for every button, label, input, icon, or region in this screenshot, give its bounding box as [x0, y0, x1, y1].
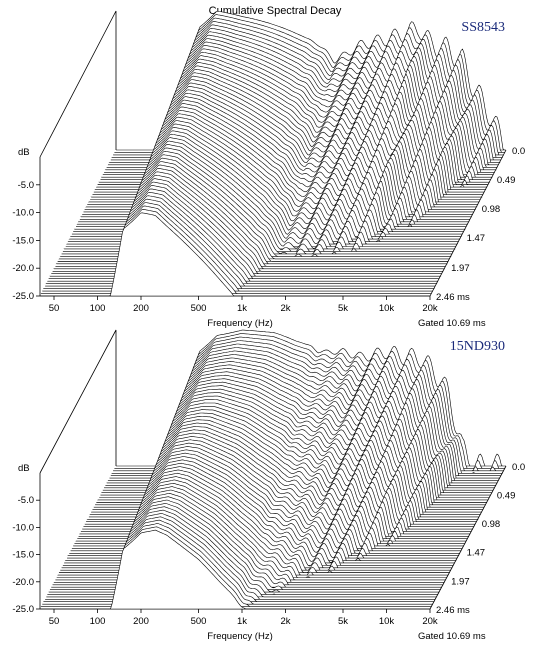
x-tick-label: 100: [90, 616, 106, 627]
time-tick-label: 1.47: [467, 233, 486, 244]
back-wall: [39, 10, 117, 158]
gated-label: Gated 10.69 ms: [418, 318, 486, 329]
model-label: 15ND930: [450, 339, 505, 354]
x-tick-label: 200: [133, 303, 149, 314]
y-tick-label: -5.0: [18, 495, 34, 506]
time-tick-label: 2.46 ms: [436, 605, 470, 616]
y-tick-label: -10.0: [12, 522, 34, 533]
time-axis-line: [429, 149, 507, 297]
waterfall-panel-ss8543: -5.0 -10.0 -15.0 -20.0 -25.0 dB 50 100 200 500 1k 2…: [12, 10, 525, 329]
y-axis-label: dB: [18, 147, 30, 158]
time-tick-label: 0.49: [497, 490, 516, 501]
x-tick-label: 2k: [280, 303, 290, 314]
time-axis-line: [429, 465, 507, 610]
waterfall-slices: [40, 10, 506, 297]
x-tick-label: 2k: [280, 616, 290, 627]
x-axis-label: Frequency (Hz): [207, 631, 272, 642]
figure-title: Cumulative Spectral Decay: [208, 5, 342, 17]
x-tick-label: 5k: [338, 616, 348, 627]
waterfall-slices: [40, 329, 506, 610]
x-tick-label: 10k: [379, 616, 395, 627]
decay-slice: [40, 212, 430, 297]
x-axis-label: Frequency (Hz): [207, 318, 272, 329]
x-tick-label: 20k: [422, 616, 438, 627]
y-tick-label: -25.0: [12, 604, 34, 615]
time-tick-label: 1.97: [451, 577, 470, 588]
y-tick-label: -25.0: [12, 291, 34, 302]
model-label: SS8543: [461, 20, 505, 35]
time-tick-label: 0.49: [497, 175, 516, 186]
x-tick-label: 500: [191, 616, 207, 627]
y-tick-label: -20.0: [12, 577, 34, 588]
gated-label: Gated 10.69 ms: [418, 631, 486, 642]
time-tick-label: 0.0: [512, 462, 525, 473]
time-tick-label: 2.46 ms: [436, 292, 470, 303]
y-tick-label: -5.0: [18, 180, 34, 191]
x-tick-label: 500: [191, 303, 207, 314]
x-tick-label: 50: [49, 303, 60, 314]
x-tick-label: 10k: [379, 303, 395, 314]
y-tick-label: -20.0: [12, 263, 34, 274]
x-tick-label: 100: [90, 303, 106, 314]
y-tick-label: -15.0: [12, 235, 34, 246]
x-tick-label: 5k: [338, 303, 348, 314]
y-tick-label: -15.0: [12, 550, 34, 561]
x-tick-label: 1k: [237, 303, 247, 314]
time-tick-label: 1.97: [451, 263, 470, 274]
x-tick-label: 200: [133, 616, 149, 627]
y-axis-label: dB: [18, 463, 30, 474]
time-tick-label: 0.98: [482, 204, 501, 215]
time-tick-label: 0.0: [512, 146, 525, 157]
time-tick-label: 1.47: [467, 547, 486, 558]
waterfall-panel-15nd930: -5.0 -10.0 -15.0 -20.0 -25.0 dB 50 100 200 500 1k 2…: [12, 329, 525, 642]
decay-slice: [40, 529, 430, 610]
x-tick-label: 20k: [422, 303, 438, 314]
y-tick-label: -10.0: [12, 208, 34, 219]
back-wall: [39, 329, 117, 474]
x-tick-label: 50: [49, 616, 60, 627]
time-tick-label: 0.98: [482, 519, 501, 530]
x-tick-label: 1k: [237, 616, 247, 627]
